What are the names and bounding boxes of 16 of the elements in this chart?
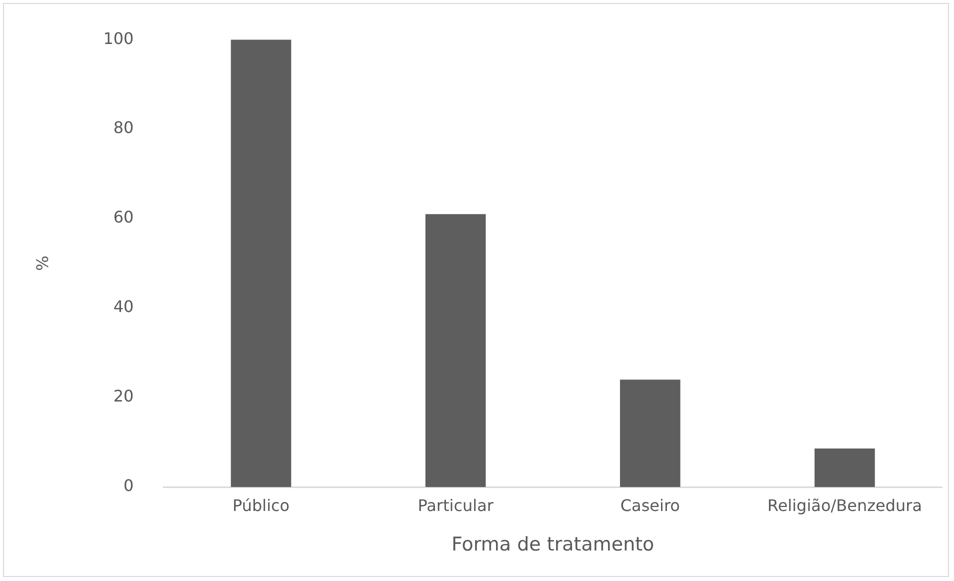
bar [814,448,875,487]
bar [425,214,486,487]
x-tick-label: Particular [418,496,494,515]
x-tick-label: Religião/Benzedura [767,496,922,515]
x-tick-label: Público [232,496,290,515]
y-tick-label: 60 [113,208,134,227]
y-tick-label: 80 [113,118,134,138]
y-tick-label: 0 [124,476,134,496]
y-tick-label: 100 [103,28,134,48]
y-axis-title: % [32,256,52,271]
x-axis-title: Forma de tratamento [452,534,654,556]
bar [620,380,680,487]
y-tick-label: 20 [113,386,134,406]
bar [230,40,292,487]
y-tick-label: 40 [113,297,134,316]
x-tick-label: Caseiro [620,496,680,515]
